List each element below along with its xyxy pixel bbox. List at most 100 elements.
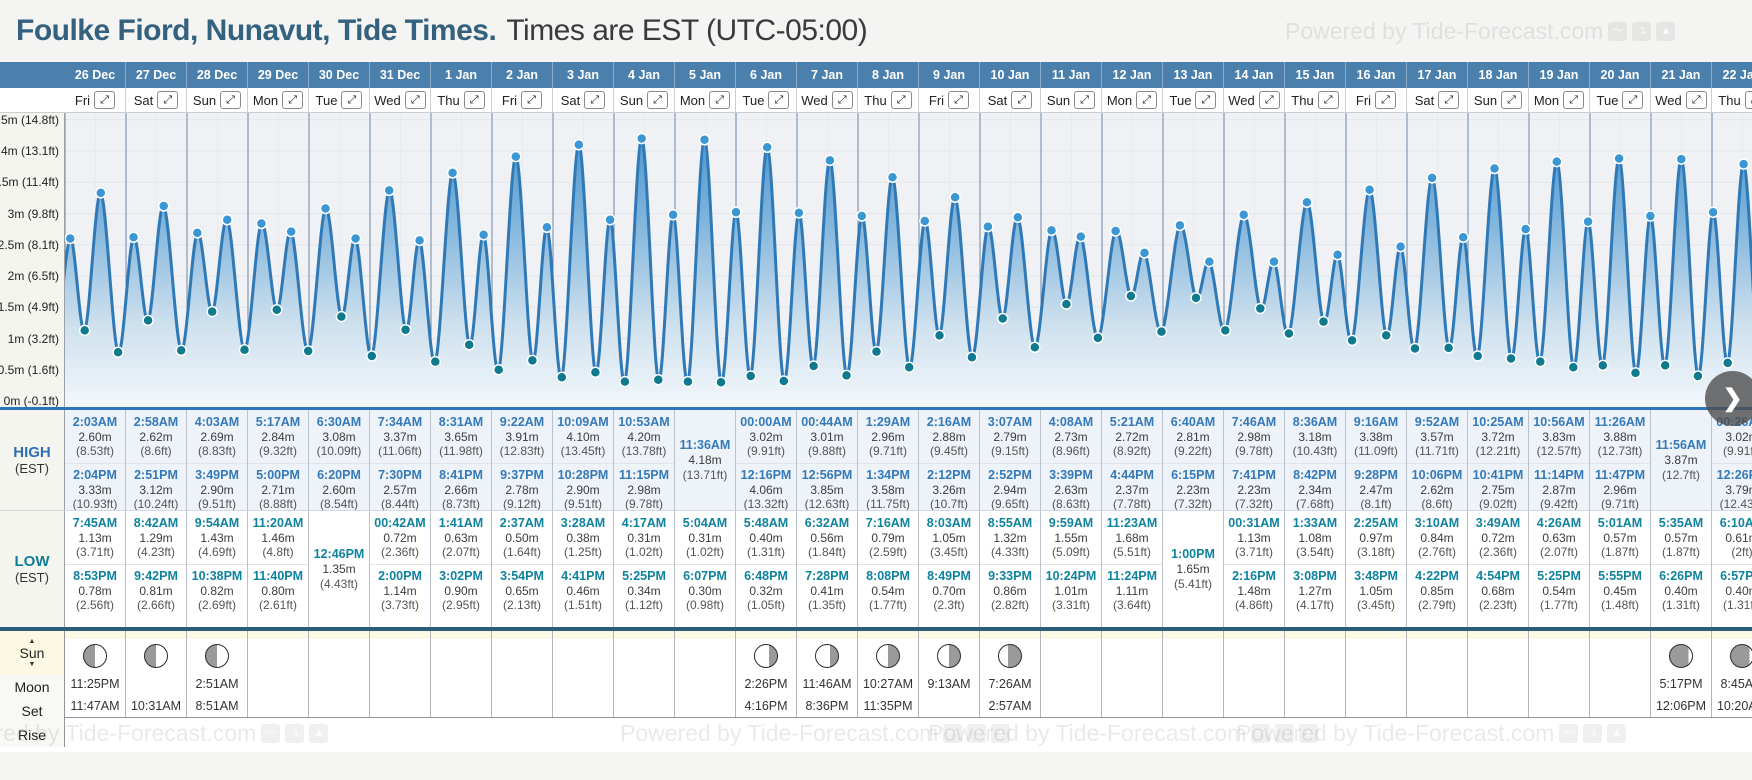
expand-day-icon[interactable]: [1258, 91, 1280, 109]
tide-height-m: 2.66m: [444, 482, 478, 497]
weekday-cell: Sat: [553, 88, 614, 112]
expand-day-icon[interactable]: [709, 91, 731, 109]
moon-phase-slot: [980, 639, 1040, 673]
tide-height-m: 0.72m: [1481, 531, 1515, 545]
tide-height-m: 1.14m: [383, 583, 417, 598]
tide-table: 26 Dec 27 Dec 28 Dec 29 Dec 30 Dec 31 Dec 1 Ja…: [0, 62, 1752, 747]
high-tide-marker: [1138, 247, 1151, 259]
date-header-cell: 26 Dec: [65, 62, 126, 88]
moonset-time: [1346, 673, 1406, 695]
tide-height-ft: (12.63ft): [804, 497, 850, 510]
weekday-cell: Sun: [1041, 88, 1102, 112]
sun-moon-cell: [1102, 631, 1163, 717]
expand-day-icon[interactable]: [647, 91, 669, 109]
date-header-cell: 18 Jan: [1468, 62, 1529, 88]
tide-time: 4:26AM: [1536, 516, 1582, 530]
moonset-time: [1163, 673, 1223, 695]
expand-day-icon[interactable]: [521, 91, 543, 109]
expand-day-icon[interactable]: [1136, 91, 1158, 109]
tide-height-ft: (1.02ft): [685, 545, 724, 560]
expand-day-icon[interactable]: [282, 91, 304, 109]
moonrise-time: [1041, 695, 1101, 717]
weekday-cell: Wed: [1651, 88, 1712, 112]
high-tide-entry: 5:17AM 2.84m (9.32ft): [248, 415, 308, 459]
moonrise-time: 11:47AM: [70, 699, 120, 713]
high-tide-marker: [1457, 231, 1469, 244]
tide-height-ft: (2.59ft): [868, 545, 907, 560]
tide-height-ft: (11.09ft): [1354, 444, 1398, 459]
tide-height-ft: (1.25ft): [563, 545, 602, 560]
moon-phase-icon-waning-gibbous: [1730, 644, 1752, 668]
expand-day-icon[interactable]: [1074, 91, 1096, 109]
expand-day-icon[interactable]: [220, 91, 242, 109]
moonrise-time: [1468, 695, 1528, 717]
low-tide-cell: 3:49AM 0.72m (2.36ft) 4:54PM 0.68m (2.23ft): [1468, 511, 1529, 627]
expand-day-icon[interactable]: [831, 91, 853, 109]
tide-height-ft: (3.71ft): [1234, 545, 1273, 560]
high-label: HIGH: [13, 444, 51, 461]
weekday-cell: Thu: [858, 88, 919, 112]
sun-row-strip: [736, 631, 796, 639]
tide-time: 6:15PM: [1171, 467, 1215, 482]
weekday-cell: Wed: [1224, 88, 1285, 112]
low-tide-marker: [715, 376, 727, 389]
date-header-cell: 8 Jan: [858, 62, 919, 88]
expand-day-icon[interactable]: [1622, 91, 1644, 109]
high-tide-cell: 10:25AM 3.72m (12.21ft) 10:41PM 2.75m (9.02ft…: [1468, 410, 1529, 510]
date-header-cell: 14 Jan: [1224, 62, 1285, 88]
sun-sort-control[interactable]: ▲ Sun ▼: [0, 631, 64, 675]
next-period-button[interactable]: [1705, 371, 1752, 426]
expand-day-icon[interactable]: [157, 91, 179, 109]
tide-height-m: 0.85m: [1420, 583, 1454, 598]
expand-day-icon[interactable]: [1011, 91, 1033, 109]
high-tide-cell: 8:36AM 3.18m (10.43ft) 8:42PM 2.34m (7.68ft): [1285, 410, 1346, 510]
high-tide-cell: 8:31AM 3.65m (11.98ft) 8:41PM 2.66m (8.73ft): [431, 410, 492, 510]
expand-day-icon[interactable]: [94, 91, 116, 109]
tide-height-ft: (11.06ft): [378, 444, 422, 459]
high-tide-marker: [1488, 162, 1501, 175]
expand-day-icon[interactable]: [1317, 91, 1339, 109]
tide-time: 10:38PM: [191, 568, 243, 583]
high-tide-marker: [1551, 155, 1563, 168]
expand-day-icon[interactable]: [1563, 91, 1585, 109]
sun-row-strip: [370, 631, 430, 639]
expand-day-icon[interactable]: [890, 91, 912, 109]
expand-day-icon[interactable]: [404, 91, 426, 109]
expand-day-icon[interactable]: [1438, 91, 1460, 109]
expand-day-icon[interactable]: [768, 91, 790, 109]
moonrise-time: 4:16PM: [744, 699, 788, 713]
low-tide-entry: 1:41AM 0.63m (2.07ft): [431, 516, 491, 560]
moon-phase-slot: [858, 639, 918, 673]
low-tide-marker: [1721, 357, 1734, 369]
tide-time: 4:22PM: [1415, 568, 1459, 583]
tide-height-m: 0.63m: [444, 531, 478, 545]
high-tide-entry: 10:25AM 3.72m (12.21ft): [1468, 415, 1528, 459]
tide-height-ft: (2.07ft): [441, 545, 480, 560]
expand-day-icon[interactable]: [341, 91, 363, 109]
high-tide-entry: 2:16AM 2.88m (9.45ft): [919, 415, 979, 459]
tide-height-m: 3.87m: [1664, 453, 1698, 468]
low-tide-cell: 4:26AM 0.63m (2.07ft) 5:25PM 0.54m (1.77ft): [1529, 511, 1590, 627]
tide-height-ft: (7.32ft): [1173, 497, 1212, 510]
expand-day-icon[interactable]: [948, 91, 970, 109]
expand-day-icon[interactable]: [1195, 91, 1217, 109]
moon-phase-slot: [1468, 639, 1528, 673]
tide-time: 9:52AM: [1414, 415, 1460, 429]
date-header-cell: 30 Dec: [309, 62, 370, 88]
weekday-cell: Fri: [65, 88, 126, 112]
tide-height-m: 0.78m: [78, 583, 112, 598]
expand-day-icon[interactable]: [1744, 91, 1752, 109]
low-tide-marker: [429, 355, 442, 368]
high-tide-entry: 2:58AM 2.62m (8.6ft): [126, 415, 186, 459]
expand-day-icon[interactable]: [1501, 91, 1523, 109]
tide-time: 11:26AM: [1594, 415, 1646, 429]
sort-down-icon: ▼: [28, 661, 36, 668]
sun-moon-cell: [1468, 631, 1529, 717]
expand-day-icon[interactable]: [584, 91, 606, 109]
low-tide-marker: [1155, 325, 1168, 338]
expand-day-icon[interactable]: [1685, 91, 1707, 109]
low-tide-marker: [589, 366, 602, 379]
moonset-time: 10:27AM: [862, 677, 914, 691]
expand-day-icon[interactable]: [463, 91, 485, 109]
expand-day-icon[interactable]: [1375, 91, 1397, 109]
